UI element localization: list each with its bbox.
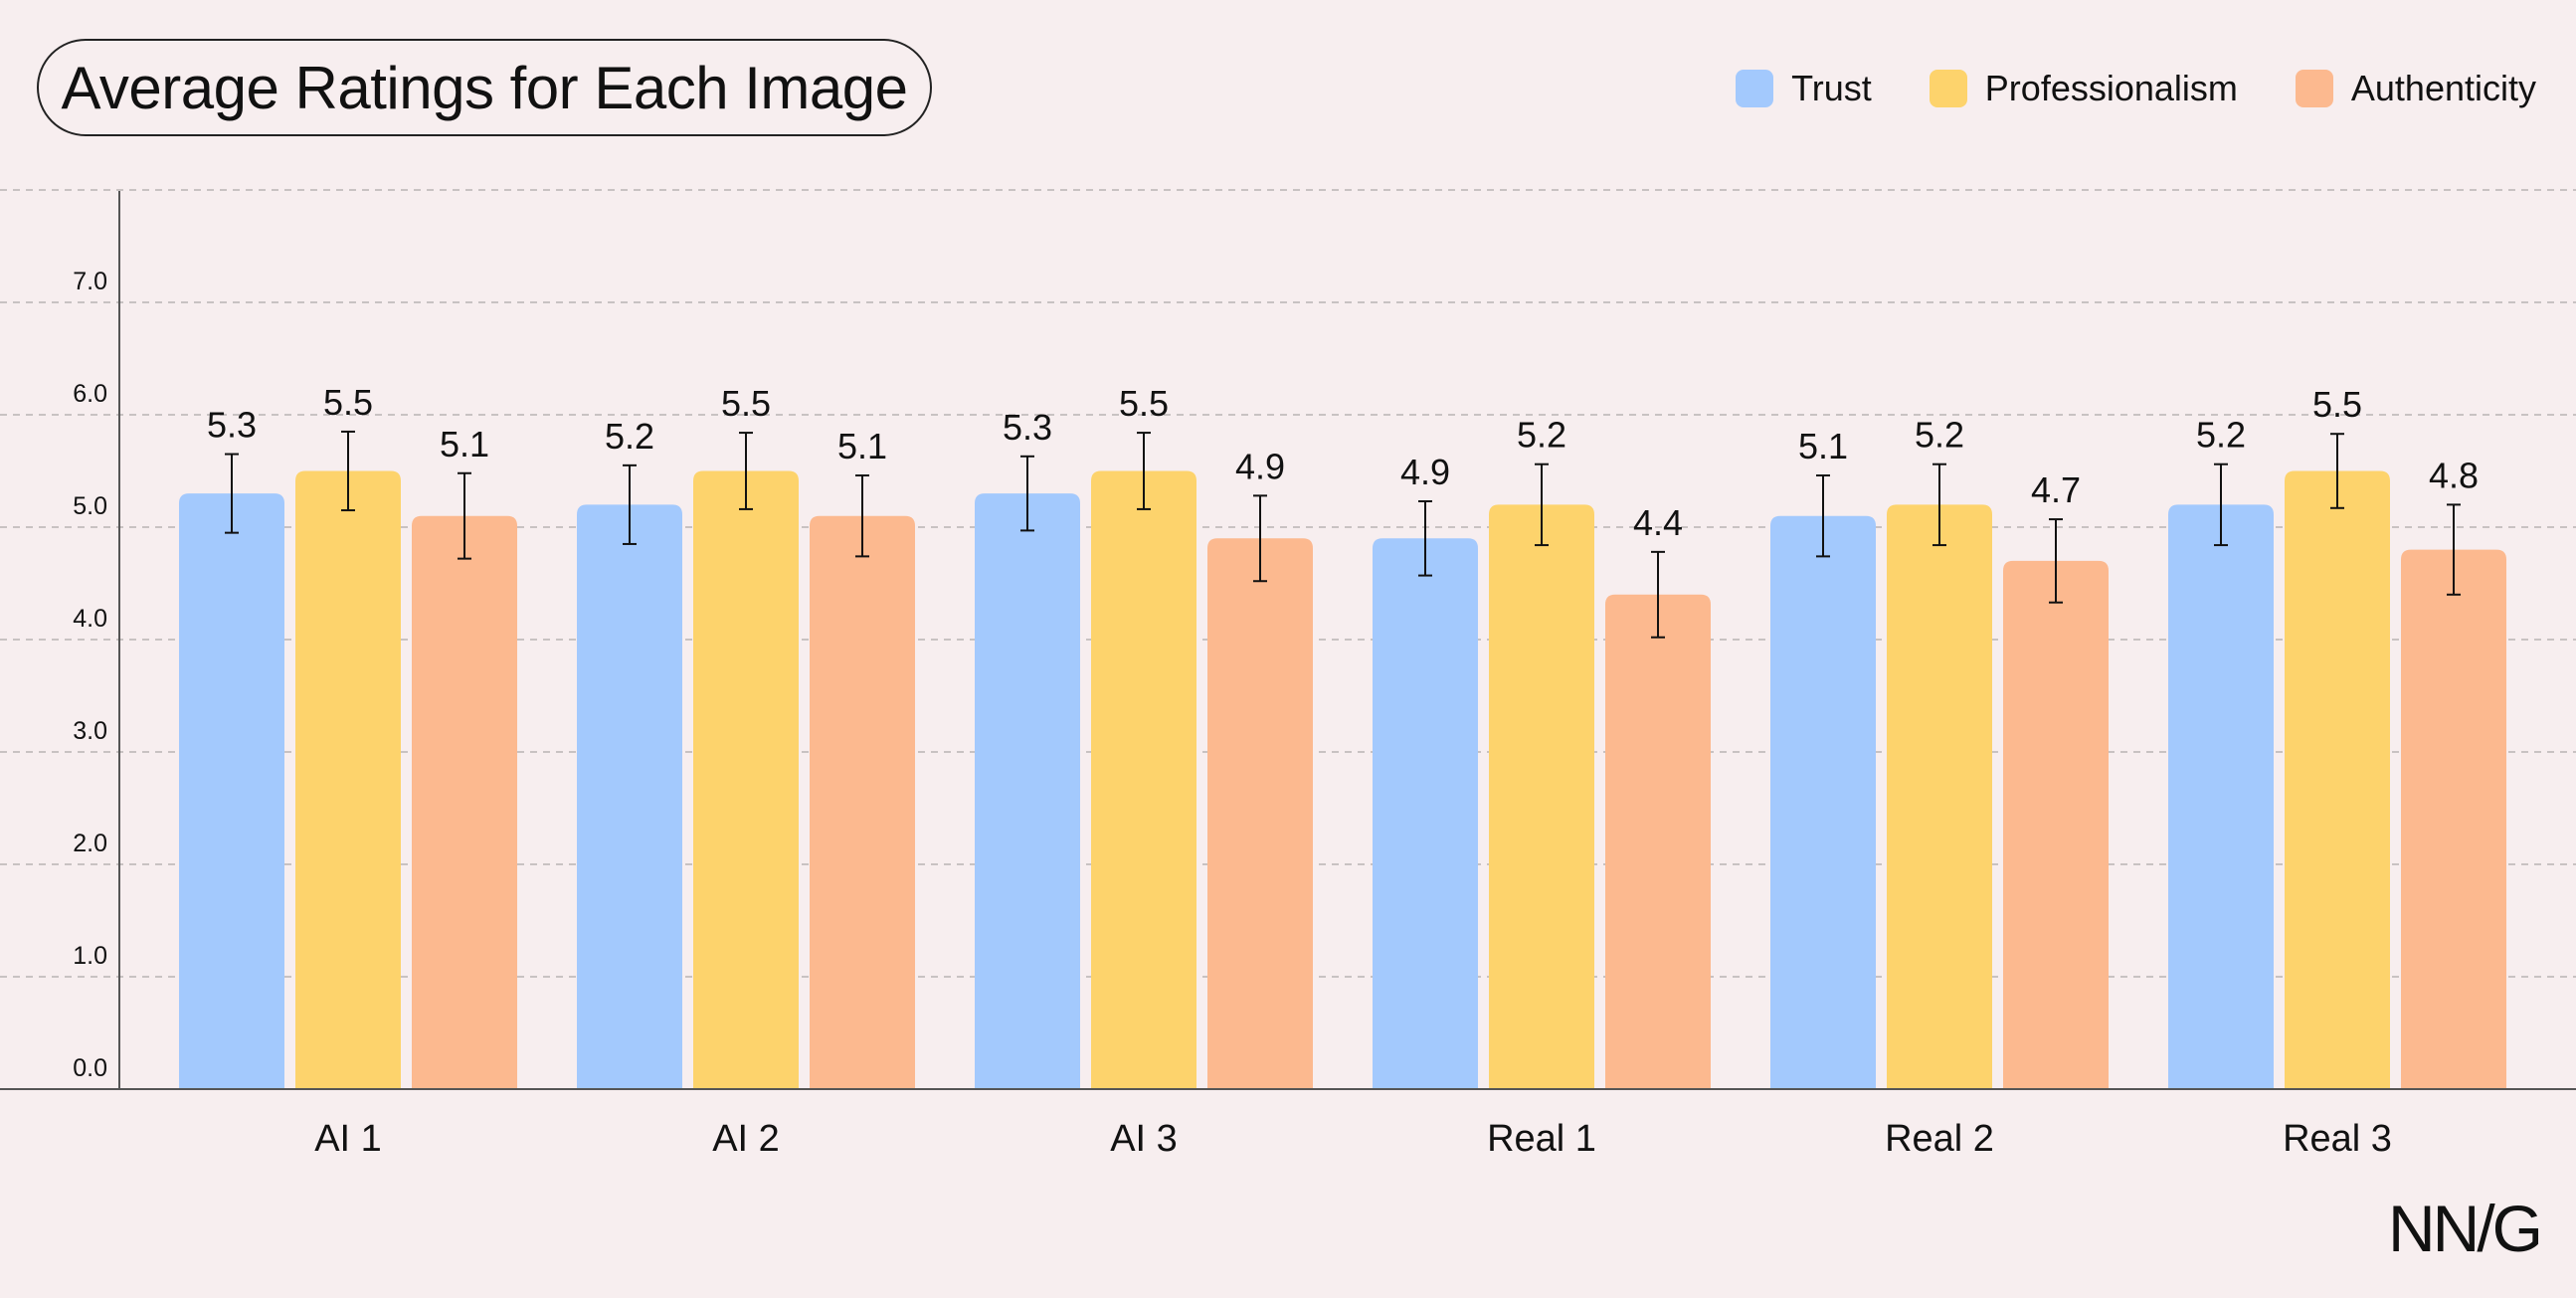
data-label: 5.1 bbox=[1798, 426, 1848, 466]
bar bbox=[693, 470, 799, 1089]
x-tick-label: AI 1 bbox=[314, 1118, 382, 1160]
bar bbox=[295, 470, 401, 1089]
y-tick-label: 0.0 bbox=[73, 1054, 107, 1082]
data-label: 5.2 bbox=[605, 416, 654, 457]
x-tick-label: AI 3 bbox=[1110, 1118, 1178, 1160]
data-label: 5.5 bbox=[2312, 384, 2362, 425]
bar bbox=[1207, 538, 1313, 1089]
y-tick-label: 3.0 bbox=[73, 717, 107, 745]
data-label: 5.2 bbox=[1517, 415, 1566, 456]
data-label: 4.7 bbox=[2031, 469, 2081, 510]
data-label: 5.5 bbox=[721, 383, 771, 424]
legend-item: Authenticity bbox=[2295, 68, 2536, 109]
bar bbox=[577, 504, 682, 1089]
data-label: 5.5 bbox=[1119, 383, 1169, 424]
data-label: 4.8 bbox=[2429, 455, 2479, 495]
legend-swatch bbox=[2295, 70, 2333, 107]
data-label: 5.1 bbox=[440, 424, 489, 464]
data-label: 4.9 bbox=[1235, 446, 1285, 486]
bar bbox=[179, 493, 284, 1090]
y-tick-label: 6.0 bbox=[73, 380, 107, 408]
bar bbox=[2401, 549, 2506, 1089]
data-label: 5.5 bbox=[323, 382, 373, 423]
data-label: 4.9 bbox=[1400, 452, 1450, 492]
bar bbox=[1373, 538, 1478, 1089]
bar bbox=[2168, 504, 2274, 1089]
bar bbox=[1887, 504, 1992, 1089]
legend-label: Authenticity bbox=[2350, 68, 2536, 108]
y-tick-label: 2.0 bbox=[73, 830, 107, 857]
data-label: 5.1 bbox=[837, 426, 887, 466]
bar bbox=[1489, 504, 1594, 1089]
data-label: 5.2 bbox=[2196, 415, 2246, 456]
x-tick-label: Real 2 bbox=[1885, 1118, 1994, 1160]
bar bbox=[1770, 515, 1876, 1089]
y-tick-label: 7.0 bbox=[73, 268, 107, 295]
y-tick-label: 4.0 bbox=[73, 605, 107, 633]
data-label: 5.3 bbox=[207, 405, 257, 446]
bar bbox=[810, 515, 915, 1089]
legend: Trust Professionalism Authenticity bbox=[1736, 68, 2536, 109]
x-tick-label: Real 3 bbox=[2283, 1118, 2392, 1160]
x-tick-label: Real 1 bbox=[1487, 1118, 1596, 1160]
bar bbox=[1605, 594, 1711, 1089]
legend-label: Trust bbox=[1791, 68, 1872, 108]
bar bbox=[1091, 470, 1196, 1089]
bar bbox=[412, 515, 517, 1089]
x-tick-label: AI 2 bbox=[712, 1118, 780, 1160]
legend-swatch bbox=[1929, 70, 1967, 107]
bar bbox=[2285, 470, 2390, 1089]
y-tick-label: 5.0 bbox=[73, 492, 107, 520]
data-label: 5.2 bbox=[1915, 415, 1964, 456]
bar bbox=[2003, 560, 2109, 1089]
legend-item: Trust bbox=[1736, 68, 1872, 109]
brand-logo: NN/G bbox=[2388, 1192, 2543, 1265]
legend-item: Professionalism bbox=[1929, 68, 2238, 109]
data-label: 4.4 bbox=[1633, 502, 1683, 543]
chart-title: Average Ratings for Each Image bbox=[37, 39, 932, 136]
y-tick-label: 1.0 bbox=[73, 942, 107, 970]
legend-label: Professionalism bbox=[1984, 68, 2238, 108]
bar bbox=[975, 493, 1080, 1090]
legend-swatch bbox=[1736, 70, 1774, 107]
data-label: 5.3 bbox=[1003, 407, 1052, 448]
